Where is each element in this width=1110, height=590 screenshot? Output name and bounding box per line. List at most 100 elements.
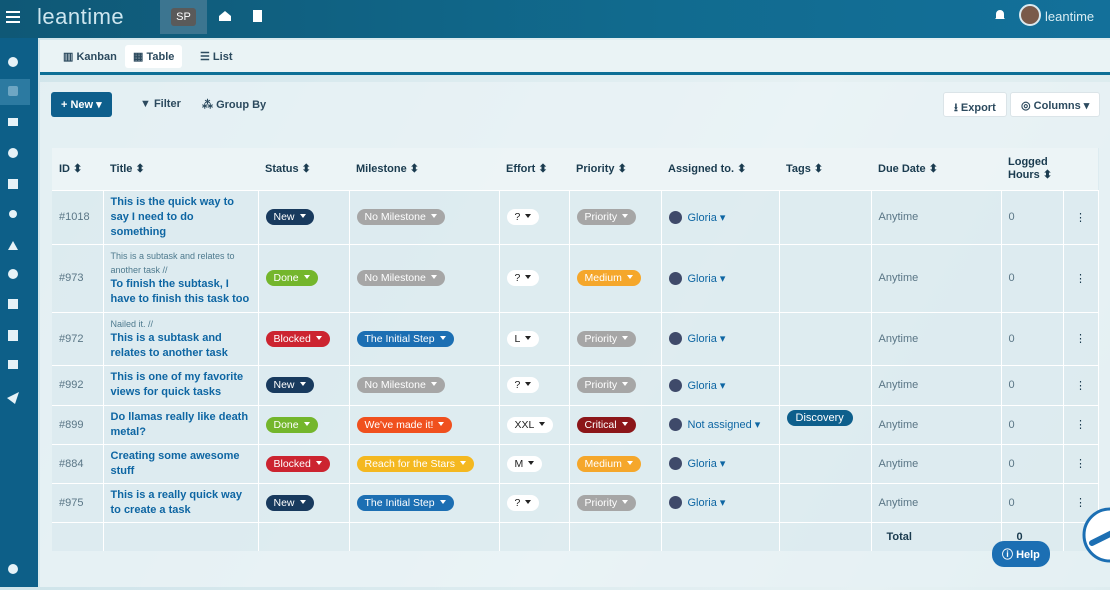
assignee[interactable]: Gloria ▾ [668, 332, 725, 345]
button-label[interactable]: Filter [153, 98, 181, 110]
column-header[interactable]: Due Date ⬍ [871, 148, 1001, 190]
due-date[interactable]: Anytime [878, 272, 919, 284]
due-date[interactable]: Anytime [878, 496, 919, 509]
tab-list[interactable]: ☰ List [200, 51, 233, 63]
status-badge[interactable]: Blocked [265, 455, 330, 472]
assignee-name[interactable]: Gloria [687, 211, 717, 224]
assignee[interactable]: Gloria ▾ [668, 210, 725, 224]
column-label[interactable]: Priority [576, 163, 615, 176]
assignee-name[interactable]: Gloria [687, 458, 717, 470]
due-date[interactable]: Anytime [878, 379, 919, 391]
nav-icons[interactable] [215, 6, 295, 26]
assignee-name[interactable]: Gloria [687, 333, 717, 345]
column-header[interactable]: Effort ⬍ [499, 148, 569, 190]
button-label[interactable]: New [70, 99, 94, 111]
row-menu-icon[interactable]: ⋮ [1075, 333, 1086, 345]
avatar[interactable] [1019, 4, 1041, 26]
row-menu-icon[interactable]: ⋮ [1075, 211, 1086, 224]
task-title[interactable]: Do llamas really like death metal? [110, 410, 249, 438]
status-badge[interactable]: Done [265, 270, 318, 286]
priority-badge[interactable]: Medium [576, 455, 641, 472]
logo[interactable]: leantime [37, 4, 125, 29]
milestone-badge[interactable]: We've made it! [356, 416, 453, 433]
effort-badge[interactable]: XXL [506, 416, 554, 433]
effort-badge[interactable]: ? [506, 377, 540, 393]
assignee[interactable]: Gloria ▾ [668, 496, 725, 509]
button-label[interactable]: Columns [1033, 100, 1081, 112]
assignee[interactable]: Gloria ▾ [668, 457, 725, 470]
group-button[interactable]: ⁂ Group By [202, 99, 267, 111]
tab-label[interactable]: Table [146, 51, 175, 63]
status-badge[interactable]: Done [265, 416, 318, 433]
column-header[interactable]: Status ⬍ [258, 148, 349, 190]
milestone-badge[interactable]: The Initial Step [356, 330, 454, 347]
bell-icon[interactable] [993, 8, 1007, 22]
priority-badge[interactable]: Priority [576, 330, 637, 347]
column-header[interactable]: Milestone ⬍ [349, 148, 499, 190]
column-header[interactable]: Title ⬍ [103, 148, 258, 190]
export-button[interactable]: ⭳ Export [943, 92, 1007, 117]
column-label[interactable]: Effort [506, 163, 536, 176]
help-button[interactable]: ⓘ Help [992, 541, 1050, 567]
milestone-badge[interactable]: No Milestone [356, 270, 445, 286]
menu-icon[interactable] [4, 8, 24, 28]
column-header[interactable]: Assigned to. ⬍ [661, 148, 779, 190]
column-label[interactable]: Tags [786, 163, 811, 176]
task-title[interactable]: This is one of my favorite views for qui… [110, 371, 244, 398]
task-title[interactable]: Creating some awesome stuff [110, 449, 240, 477]
column-label[interactable]: Status [265, 163, 299, 176]
column-label[interactable]: Milestone [356, 163, 407, 176]
status-badge[interactable]: New [265, 377, 314, 393]
column-label[interactable]: Assigned to. [668, 163, 735, 176]
filter-button[interactable]: ▼ Filter [140, 98, 181, 110]
priority-badge[interactable]: Critical [576, 416, 636, 433]
row-menu-icon[interactable]: ⋮ [1075, 379, 1086, 392]
effort-badge[interactable]: ? [506, 494, 540, 511]
effort-badge[interactable]: ? [506, 209, 540, 225]
assignee[interactable]: Gloria ▾ [668, 378, 725, 392]
priority-badge[interactable]: Priority [576, 377, 637, 393]
button-label[interactable]: Group By [216, 99, 267, 111]
column-header[interactable]: Tags ⬍ [779, 148, 871, 190]
column-label[interactable]: Logged Hours [1008, 156, 1048, 182]
due-date[interactable]: Anytime [878, 418, 919, 431]
effort-badge[interactable]: ? [506, 270, 540, 286]
button-label[interactable]: Export [960, 102, 996, 114]
assignee-name[interactable]: Not assigned [687, 419, 752, 431]
tab-label[interactable]: Kanban [76, 51, 117, 63]
new-button[interactable]: + New ▾ [51, 92, 112, 117]
tab-kanban[interactable]: ▥ Kanban [63, 51, 117, 63]
task-title[interactable]: To finish the subtask, I have to finish … [110, 278, 250, 305]
milestone-badge[interactable]: The Initial Step [356, 494, 454, 511]
column-header[interactable]: ID ⬍ [52, 148, 103, 190]
status-badge[interactable]: Blocked [265, 330, 330, 347]
tab-table[interactable]: ▦ Table [125, 45, 183, 68]
project-badge[interactable]: SP [171, 8, 196, 26]
assignee-name[interactable]: Gloria [687, 497, 717, 509]
column-label[interactable]: Title [110, 163, 133, 176]
milestone-badge[interactable]: No Milestone [356, 209, 445, 225]
task-title[interactable]: This is a subtask and relates to another… [110, 331, 228, 359]
row-menu-icon[interactable]: ⋮ [1075, 458, 1086, 470]
due-date[interactable]: Anytime [878, 211, 919, 223]
button-label[interactable]: Help [1016, 549, 1040, 561]
priority-badge[interactable]: Priority [576, 209, 637, 225]
column-header[interactable]: Priority ⬍ [569, 148, 661, 190]
priority-badge[interactable]: Medium [576, 270, 641, 286]
row-menu-icon[interactable]: ⋮ [1075, 497, 1086, 509]
column-header[interactable]: Logged Hours ⬍ [1001, 148, 1063, 190]
milestone-badge[interactable]: No Milestone [356, 377, 445, 393]
task-title[interactable]: This is the quick way to say I need to d… [110, 195, 234, 238]
effort-badge[interactable]: L [506, 330, 540, 347]
due-date[interactable]: Anytime [878, 332, 919, 345]
column-label[interactable]: Due Date [878, 163, 926, 176]
tab-label[interactable]: List [212, 51, 233, 63]
column-label[interactable]: ID [59, 163, 70, 176]
assignee-name[interactable]: Gloria [687, 272, 717, 285]
status-badge[interactable]: New [265, 494, 314, 511]
sidebar-icons[interactable] [0, 38, 38, 587]
row-menu-icon[interactable]: ⋮ [1075, 419, 1086, 431]
effort-badge[interactable]: M [506, 455, 543, 472]
priority-badge[interactable]: Priority [576, 494, 637, 511]
columns-button[interactable]: ◎ Columns ▾ [1010, 92, 1101, 117]
